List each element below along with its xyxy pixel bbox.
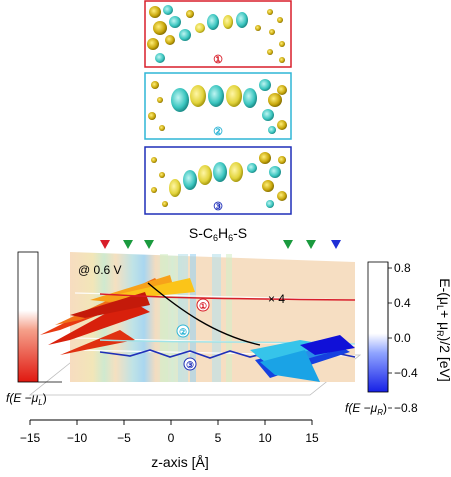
scale-label: × 4 <box>268 292 285 306</box>
fermi-right-label: f(E −μR) <box>345 401 387 417</box>
fermi-bar-left <box>17 251 62 383</box>
right-electrode-dos <box>250 335 355 382</box>
x-tick-label: 15 <box>305 431 319 445</box>
x-tick-label: −15 <box>20 431 41 445</box>
svg-text:③: ③ <box>186 360 194 370</box>
z-axis-title: z-axis [Å] <box>151 454 209 470</box>
fermi-bar-right <box>367 261 389 393</box>
orbital-lobes-3 <box>151 152 287 208</box>
energy-markers <box>100 240 341 249</box>
energy-marker <box>100 240 110 249</box>
y-tick-label: −0.8 <box>394 401 418 415</box>
x-tick-label: 5 <box>215 431 222 445</box>
energy-marker <box>123 240 133 249</box>
orbital-line-1: ① <box>99 293 356 312</box>
panel-label-2: ② <box>213 126 223 138</box>
energy-marker <box>283 240 293 249</box>
energy-axis-title: E-(μL+ μR)/2 [eV] <box>435 278 451 382</box>
fermi-left-label: f(E −μL) <box>6 391 47 407</box>
x-tick-label: 10 <box>258 431 272 445</box>
energy-marker <box>331 240 341 249</box>
y-tick-label: 0.4 <box>394 296 411 310</box>
x-tick-label: −5 <box>117 431 131 445</box>
x-tick-label: 0 <box>168 431 175 445</box>
density-stripes <box>160 254 232 382</box>
z-axis: −15 −10 −5 0 5 10 15 <box>20 419 319 445</box>
svg-text:①: ① <box>199 301 207 311</box>
energy-marker <box>144 240 154 249</box>
y-tick-label: 0.8 <box>394 261 411 275</box>
y-tick-label: 0.0 <box>394 331 411 345</box>
bias-label: @ 0.6 V <box>78 263 122 277</box>
orbital-lobes-2 <box>148 79 287 134</box>
energy-marker <box>306 240 316 249</box>
energy-axis: 0.8 0.4 0.0 −0.4 −0.8 <box>387 261 418 415</box>
panel-label-1: ① <box>213 54 223 66</box>
orbital-panel-3: ③ <box>144 146 292 215</box>
panel-label-3: ③ <box>213 201 223 213</box>
orbital-panel-2: ② <box>144 72 292 140</box>
orbital-panel-1: ① <box>144 0 292 68</box>
molecule-title: S-C6H6-S <box>189 225 247 243</box>
potential-curve <box>147 282 261 346</box>
y-tick-label: −0.4 <box>394 366 418 380</box>
x-tick-label: −10 <box>67 431 88 445</box>
orbital-lobes-1 <box>147 5 285 63</box>
svg-text:②: ② <box>179 327 187 337</box>
